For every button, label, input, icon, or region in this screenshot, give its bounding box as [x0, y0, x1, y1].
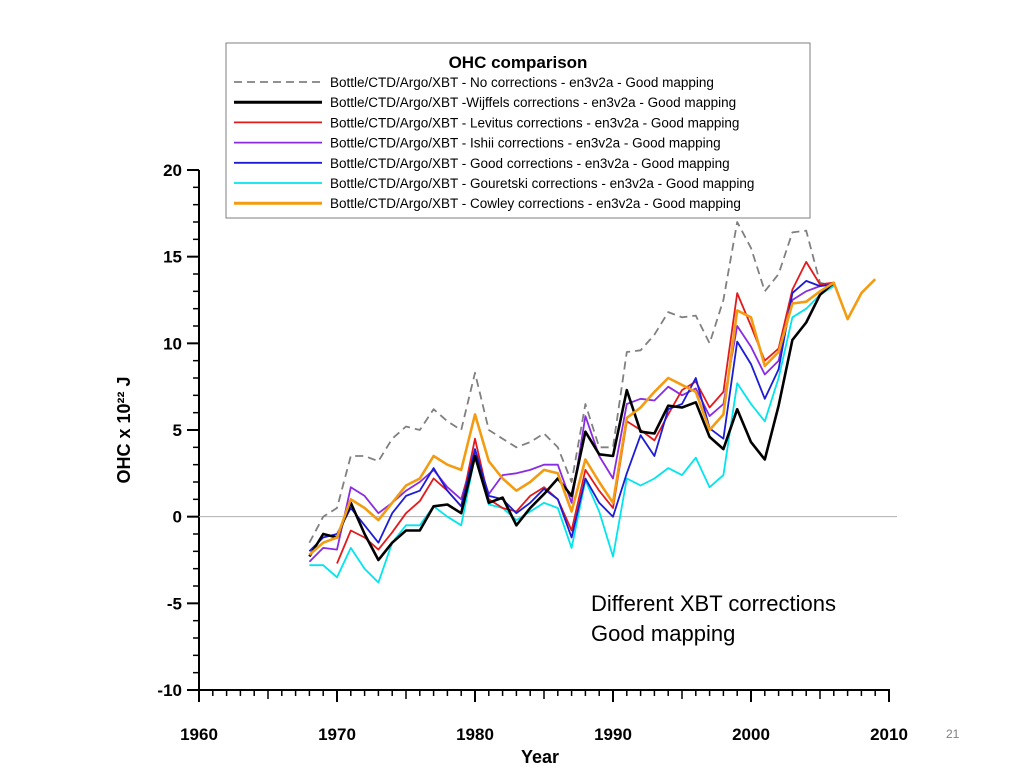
- y-tick-label: 5: [173, 421, 182, 440]
- x-axis-title: Year: [521, 747, 559, 767]
- ticks: -10 -5 0 5 10 15 20 1960 1970 1980 1990 2000 2010: [157, 161, 907, 744]
- x-tick-label: 1970: [318, 725, 356, 744]
- series-line-2: [308, 281, 835, 562]
- y-tick-label: 0: [173, 508, 182, 527]
- x-tick-label: 2000: [732, 725, 770, 744]
- y-tick-label: -10: [157, 681, 182, 700]
- series-line-1: [308, 221, 835, 544]
- legend-box: [225, 42, 811, 219]
- y-axis-title: OHC x 10²² J: [114, 376, 134, 483]
- page-number: 21: [946, 727, 960, 741]
- x-tick-label: 1980: [456, 725, 494, 744]
- legend-label-1: Bottle/CTD/Argo/XBT - No corrections - e…: [330, 75, 714, 90]
- legend-title: OHC comparison: [449, 53, 588, 72]
- series-line-7: [308, 278, 877, 556]
- x-tick-label: 1960: [180, 725, 218, 744]
- legend-label-7: Bottle/CTD/Argo/XBT - Cowley corrections…: [330, 196, 741, 211]
- legend-label-6: Bottle/CTD/Argo/XBT - Gouretski correcti…: [330, 176, 754, 191]
- series-line-3: [336, 260, 834, 564]
- legend-label-2: Bottle/CTD/Argo/XBT -Wijffels correction…: [330, 95, 736, 110]
- legend-label-4: Bottle/CTD/Argo/XBT - Ishii corrections …: [330, 136, 721, 151]
- legend: OHC comparison Bottle/CTD/Argo/XBT - No …: [225, 42, 811, 219]
- y-tick-label: -5: [167, 594, 182, 613]
- annotation-line-2: Good mapping: [591, 621, 735, 646]
- annotation-line-1: Different XBT corrections: [591, 591, 836, 616]
- y-tick-label: 15: [163, 248, 182, 267]
- x-tick-label: 1990: [594, 725, 632, 744]
- series-lines: [308, 221, 877, 584]
- legend-label-5: Bottle/CTD/Argo/XBT - Good corrections -…: [330, 156, 730, 171]
- series-line-5: [308, 279, 834, 552]
- x-tick-label: 2010: [870, 725, 908, 744]
- y-tick-label: 20: [163, 161, 182, 180]
- series-line-4: [308, 281, 835, 563]
- legend-label-3: Bottle/CTD/Argo/XBT - Levitus correction…: [330, 115, 739, 130]
- y-tick-label: 10: [163, 334, 182, 353]
